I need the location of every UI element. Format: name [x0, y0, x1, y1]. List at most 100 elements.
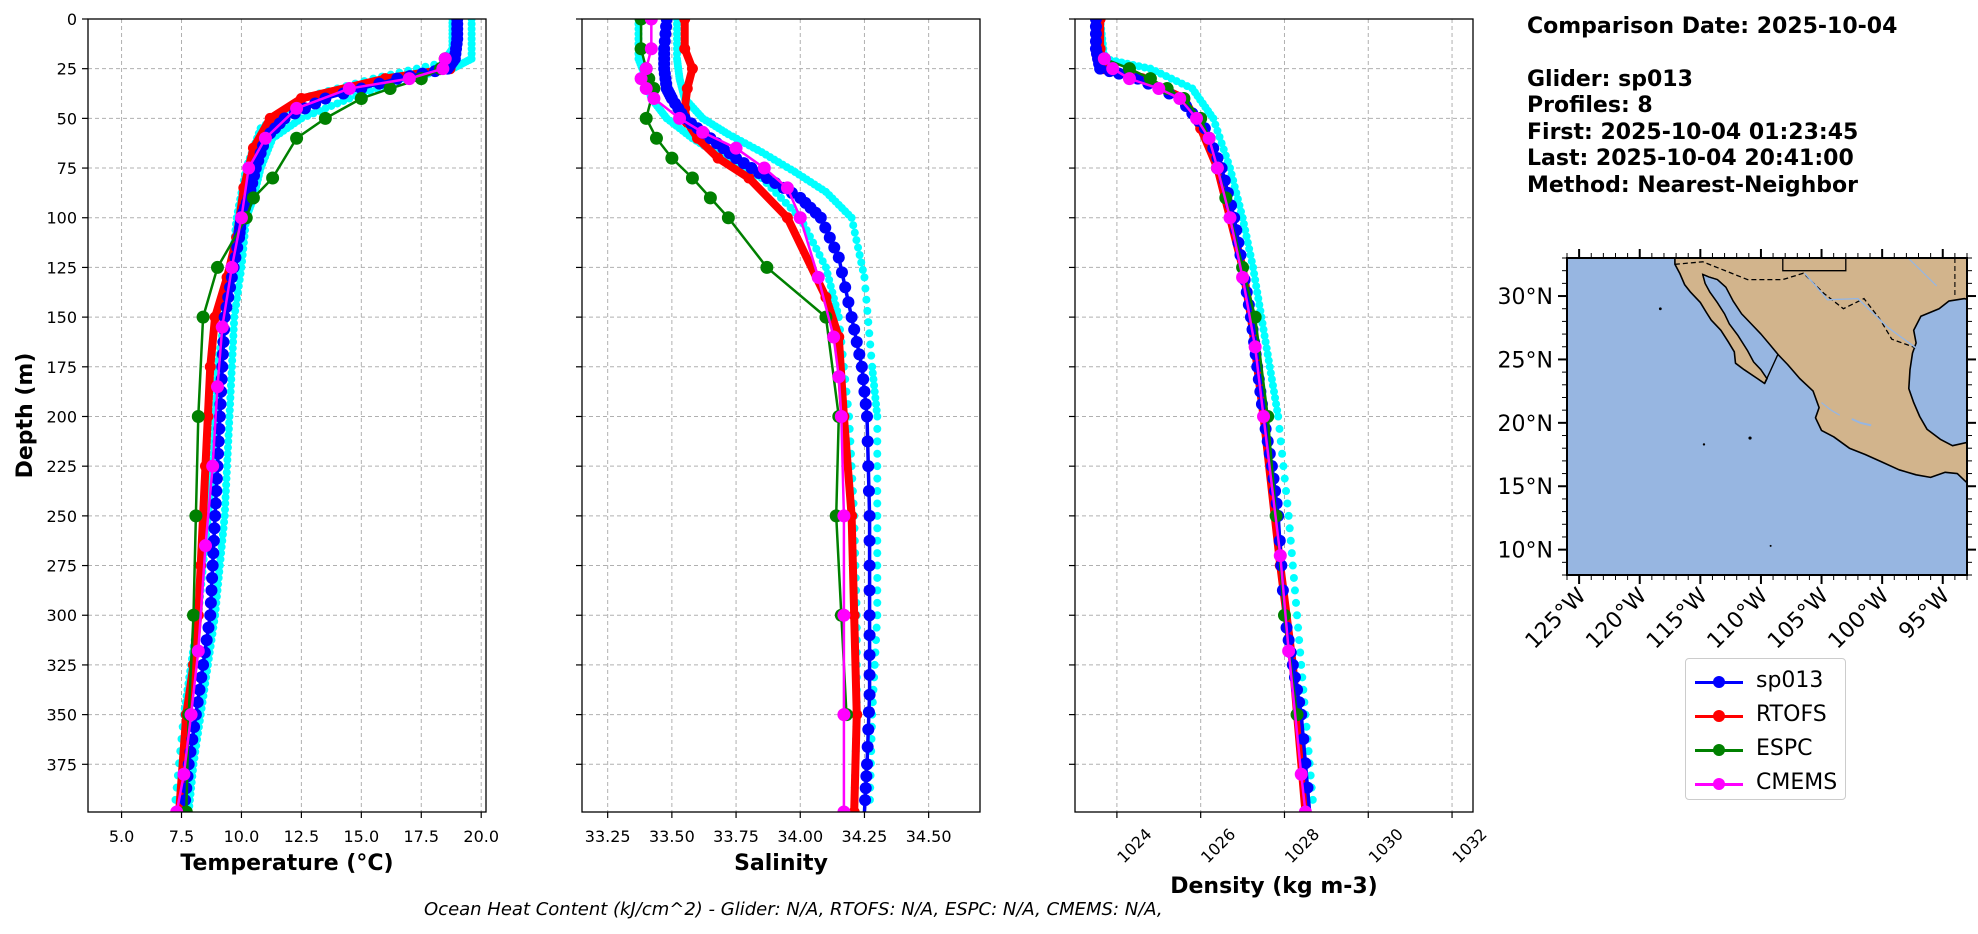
halo-point: [223, 449, 232, 458]
halo-point: [873, 561, 882, 570]
data-point: [342, 82, 356, 96]
halo-point: [870, 660, 879, 669]
x-tick-label: 33.50: [649, 827, 695, 846]
halo-point: [232, 300, 241, 309]
halo-point: [1264, 356, 1273, 365]
data-point: [686, 63, 698, 75]
halo-point: [1242, 232, 1251, 241]
y-tick-label: 125: [46, 258, 77, 277]
lake: [1851, 418, 1872, 427]
halo-point: [873, 536, 882, 545]
x-tick-label: 7.5: [169, 827, 194, 846]
halo-point: [1239, 219, 1248, 228]
data-point: [1097, 52, 1111, 66]
data-point: [823, 231, 836, 244]
halo-point: [852, 236, 861, 245]
series-cmems: [634, 19, 851, 812]
data-point: [217, 335, 230, 348]
halo-point: [847, 213, 856, 222]
halo-point: [868, 362, 877, 371]
profile-panel-3: 1024 1026 1028 1030 1032 Density (kg m-3): [1069, 18, 1491, 899]
halo-point: [1304, 747, 1313, 756]
data-point: [204, 361, 216, 373]
data-point: [862, 485, 875, 498]
data-point: [204, 609, 217, 622]
data-point: [814, 211, 827, 224]
data-point: [204, 596, 217, 609]
y-tick-label: 75: [57, 159, 77, 178]
y-tick-label: 375: [46, 755, 77, 774]
data-point: [1290, 708, 1304, 722]
halo-point: [222, 468, 231, 477]
data-point: [848, 609, 860, 621]
data-point: [191, 409, 205, 423]
halo-point: [1273, 406, 1282, 415]
halo-point: [1283, 499, 1292, 508]
data-point: [189, 509, 203, 523]
data-point: [1210, 161, 1224, 175]
data-point: [210, 260, 224, 274]
data-point: [861, 410, 874, 423]
halo-point: [1221, 151, 1230, 160]
data-point: [721, 211, 735, 225]
profile-panel-1: 0 25 50 75 100 125 150 175 200 225 250 275 300 325 350…: [13, 10, 499, 876]
data-point: [402, 72, 416, 86]
halo-point: [865, 329, 874, 338]
data-point: [191, 696, 204, 709]
halo-point: [1267, 375, 1276, 384]
halo-point: [873, 511, 882, 520]
halo-point: [236, 269, 245, 278]
x-tick-label: 1030: [1365, 825, 1407, 867]
data-point: [743, 172, 755, 184]
lat-tick-label: 20°N: [1498, 412, 1553, 437]
y-axis-label: Depth (m): [13, 353, 38, 479]
halo-point: [1276, 437, 1285, 446]
series-cmems: [170, 52, 452, 812]
halo-point: [221, 499, 230, 508]
halo-point: [1275, 424, 1284, 433]
legend-marker: [1713, 744, 1725, 756]
halo-point: [868, 369, 877, 378]
data-point: [639, 62, 653, 76]
halo-point: [870, 387, 879, 396]
data-point: [837, 509, 851, 523]
halo-point: [220, 518, 229, 527]
grid: [582, 18, 980, 812]
halo-point: [873, 487, 882, 496]
halo-point: [860, 273, 869, 282]
series-line: [1103, 57, 1307, 812]
halo-point: [1293, 611, 1302, 620]
data-point: [848, 323, 861, 336]
country-border: [1674, 261, 1917, 349]
data-point: [634, 19, 648, 26]
halo-point: [873, 449, 882, 458]
x-tick-label: 5.0: [109, 827, 134, 846]
data-point: [863, 648, 876, 661]
x-tick-label: 34.50: [906, 827, 952, 846]
halo-point: [1272, 400, 1281, 409]
legend: sp013 RTOFS ESPC CMEMS: [1685, 658, 1846, 800]
data-point: [781, 212, 793, 224]
halo-point: [1271, 393, 1280, 402]
data-point: [644, 19, 658, 26]
data-point: [197, 658, 210, 671]
plot-area: [1089, 19, 1317, 812]
plot-area: [634, 19, 882, 812]
x-tick-label: 10.0: [224, 827, 260, 846]
data-point: [863, 559, 876, 572]
glider-name: Glider: sp013: [1527, 66, 1693, 92]
island: [1769, 544, 1772, 547]
halo-point: [809, 238, 818, 247]
halo-point: [221, 487, 230, 496]
lat-tick-label: 30°N: [1498, 285, 1553, 310]
halo-point: [1226, 164, 1235, 173]
halo-point: [781, 198, 790, 207]
halo-point: [234, 282, 243, 291]
data-point: [1122, 62, 1136, 76]
halo-point: [1274, 412, 1283, 421]
halo-point: [230, 313, 239, 322]
halo-point: [849, 221, 858, 230]
halo-point: [772, 188, 781, 197]
halo-point: [1219, 145, 1228, 154]
halo-point: [1247, 257, 1256, 266]
